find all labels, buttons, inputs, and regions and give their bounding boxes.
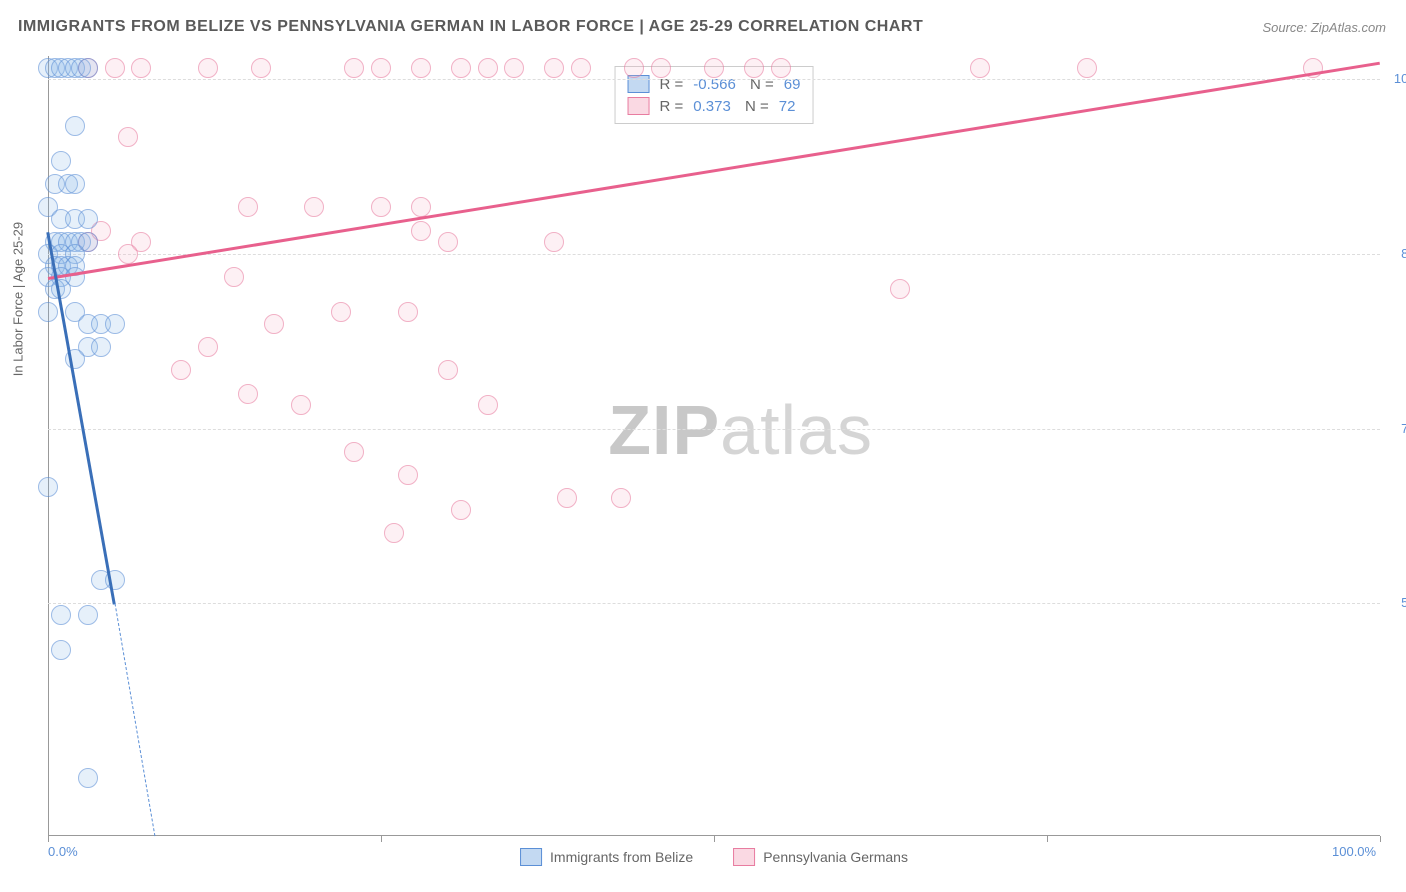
scatter-point	[411, 221, 431, 241]
scatter-point	[198, 58, 218, 78]
series-legend: Immigrants from Belize Pennsylvania Germ…	[520, 848, 908, 866]
scatter-point	[78, 605, 98, 625]
scatter-point	[38, 477, 58, 497]
legend-item-blue: Immigrants from Belize	[520, 848, 693, 866]
x-tick	[1380, 836, 1381, 842]
y-axis-title: In Labor Force | Age 25-29	[11, 222, 26, 376]
scatter-point	[198, 337, 218, 357]
gridline	[48, 603, 1380, 604]
stats-row-pink: R =0.373 N =72	[628, 95, 801, 117]
scatter-point	[411, 58, 431, 78]
scatter-point	[451, 58, 471, 78]
legend-item-pink: Pennsylvania Germans	[733, 848, 908, 866]
scatter-point	[51, 605, 71, 625]
gridline	[48, 254, 1380, 255]
scatter-point	[65, 116, 85, 136]
scatter-point	[398, 465, 418, 485]
scatter-point	[264, 314, 284, 334]
scatter-point	[224, 267, 244, 287]
swatch-pink-icon	[628, 97, 650, 115]
y-tick-label: 55.0%	[1401, 595, 1406, 610]
scatter-point	[118, 127, 138, 147]
scatter-point	[651, 58, 671, 78]
chart-source: Source: ZipAtlas.com	[1262, 20, 1386, 35]
scatter-point	[51, 279, 71, 299]
scatter-point	[384, 523, 404, 543]
x-tick	[1047, 836, 1048, 842]
scatter-point	[65, 174, 85, 194]
scatter-point	[411, 197, 431, 217]
chart-plot-area: In Labor Force | Age 25-29 ZIPatlas R =-…	[48, 56, 1380, 836]
scatter-point	[438, 360, 458, 380]
gridline	[48, 429, 1380, 430]
scatter-point	[557, 488, 577, 508]
chart-title: IMMIGRANTS FROM BELIZE VS PENNSYLVANIA G…	[18, 18, 923, 36]
scatter-point	[78, 209, 98, 229]
scatter-point	[171, 360, 191, 380]
scatter-point	[78, 768, 98, 788]
scatter-point	[890, 279, 910, 299]
scatter-point	[451, 500, 471, 520]
scatter-point	[105, 314, 125, 334]
scatter-point	[744, 58, 764, 78]
scatter-point	[478, 395, 498, 415]
scatter-point	[304, 197, 324, 217]
x-tick	[48, 836, 49, 842]
scatter-point	[91, 337, 111, 357]
scatter-point	[624, 58, 644, 78]
scatter-point	[344, 58, 364, 78]
plot-box	[48, 56, 1380, 836]
swatch-blue-icon	[520, 848, 542, 866]
scatter-point	[344, 442, 364, 462]
scatter-point	[238, 384, 258, 404]
scatter-point	[371, 197, 391, 217]
x-tick-label: 0.0%	[48, 844, 78, 859]
scatter-point	[371, 58, 391, 78]
scatter-point	[131, 58, 151, 78]
scatter-point	[105, 58, 125, 78]
scatter-point	[238, 197, 258, 217]
y-tick-label: 70.0%	[1401, 421, 1406, 436]
scatter-point	[544, 58, 564, 78]
scatter-point	[251, 58, 271, 78]
swatch-blue-icon	[628, 75, 650, 93]
scatter-point	[771, 58, 791, 78]
scatter-point	[38, 302, 58, 322]
y-tick-label: 100.0%	[1394, 71, 1406, 86]
scatter-point	[504, 58, 524, 78]
scatter-point	[571, 58, 591, 78]
scatter-point	[398, 302, 418, 322]
x-tick-label: 100.0%	[1332, 844, 1376, 859]
x-tick	[714, 836, 715, 842]
scatter-point	[118, 244, 138, 264]
scatter-point	[78, 58, 98, 78]
scatter-point	[438, 232, 458, 252]
scatter-point	[51, 151, 71, 171]
scatter-point	[51, 640, 71, 660]
scatter-point	[544, 232, 564, 252]
scatter-point	[970, 58, 990, 78]
gridline	[48, 79, 1380, 80]
scatter-point	[611, 488, 631, 508]
y-tick-label: 85.0%	[1401, 246, 1406, 261]
scatter-point	[704, 58, 724, 78]
scatter-point	[291, 395, 311, 415]
scatter-point	[331, 302, 351, 322]
x-tick	[381, 836, 382, 842]
scatter-point	[478, 58, 498, 78]
swatch-pink-icon	[733, 848, 755, 866]
scatter-point	[1077, 58, 1097, 78]
